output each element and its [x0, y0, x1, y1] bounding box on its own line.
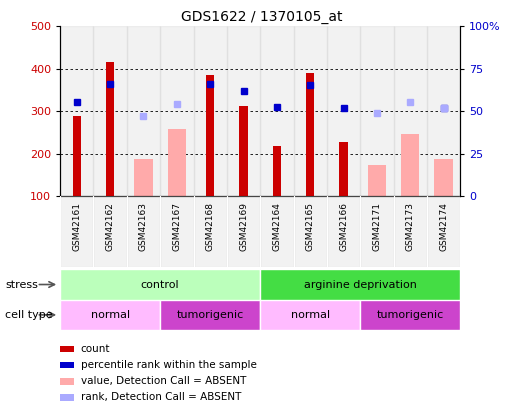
- Bar: [394, 196, 427, 267]
- Bar: [160, 196, 194, 267]
- Text: GSM42173: GSM42173: [406, 202, 415, 251]
- Bar: [401, 134, 419, 196]
- Text: normal: normal: [291, 310, 330, 320]
- Text: rank, Detection Call = ABSENT: rank, Detection Call = ABSENT: [81, 392, 241, 403]
- Bar: [260, 26, 293, 196]
- Bar: [127, 196, 160, 267]
- Bar: [327, 196, 360, 267]
- Text: GDS1622 / 1370105_at: GDS1622 / 1370105_at: [181, 10, 342, 24]
- Bar: [168, 129, 186, 196]
- Bar: [60, 26, 94, 196]
- Bar: [339, 142, 348, 196]
- Bar: [327, 26, 360, 196]
- Bar: [127, 26, 160, 196]
- Bar: [73, 116, 81, 196]
- Bar: [435, 159, 453, 196]
- Bar: [94, 26, 127, 196]
- Bar: [272, 146, 281, 196]
- Bar: [60, 196, 94, 267]
- Text: cell type: cell type: [5, 310, 53, 320]
- Bar: [260, 196, 293, 267]
- Text: GSM42165: GSM42165: [306, 202, 315, 251]
- Bar: [427, 26, 460, 196]
- Text: arginine deprivation: arginine deprivation: [304, 279, 417, 290]
- Text: GSM42171: GSM42171: [372, 202, 381, 251]
- Bar: [293, 26, 327, 196]
- Bar: [394, 26, 427, 196]
- Bar: [368, 164, 386, 196]
- Text: GSM42174: GSM42174: [439, 202, 448, 251]
- Bar: [360, 196, 393, 267]
- Text: GSM42168: GSM42168: [206, 202, 214, 251]
- Bar: [194, 196, 227, 267]
- Text: stress: stress: [5, 279, 38, 290]
- Bar: [360, 26, 393, 196]
- Bar: [60, 394, 74, 401]
- Bar: [94, 196, 127, 267]
- Bar: [227, 196, 260, 267]
- Text: tumorigenic: tumorigenic: [177, 310, 244, 320]
- Bar: [194, 26, 227, 196]
- Bar: [60, 378, 74, 384]
- Text: GSM42169: GSM42169: [239, 202, 248, 251]
- Bar: [227, 26, 260, 196]
- Text: control: control: [141, 279, 179, 290]
- Text: percentile rank within the sample: percentile rank within the sample: [81, 360, 256, 370]
- Text: count: count: [81, 344, 110, 354]
- Bar: [134, 159, 153, 196]
- Bar: [60, 345, 74, 352]
- Bar: [160, 26, 194, 196]
- Bar: [60, 269, 260, 300]
- Bar: [240, 106, 248, 196]
- Text: tumorigenic: tumorigenic: [377, 310, 444, 320]
- Text: GSM42161: GSM42161: [72, 202, 81, 251]
- Bar: [360, 300, 460, 330]
- Text: value, Detection Call = ABSENT: value, Detection Call = ABSENT: [81, 376, 246, 386]
- Bar: [260, 300, 360, 330]
- Text: GSM42162: GSM42162: [106, 202, 115, 251]
- Bar: [306, 73, 314, 196]
- Bar: [160, 300, 260, 330]
- Bar: [260, 269, 460, 300]
- Bar: [293, 196, 327, 267]
- Bar: [206, 75, 214, 196]
- Bar: [427, 196, 460, 267]
- Text: GSM42166: GSM42166: [339, 202, 348, 251]
- Bar: [106, 62, 115, 196]
- Text: GSM42163: GSM42163: [139, 202, 148, 251]
- Text: GSM42167: GSM42167: [173, 202, 181, 251]
- Bar: [60, 362, 74, 368]
- Text: normal: normal: [90, 310, 130, 320]
- Bar: [60, 300, 160, 330]
- Text: GSM42164: GSM42164: [272, 202, 281, 251]
